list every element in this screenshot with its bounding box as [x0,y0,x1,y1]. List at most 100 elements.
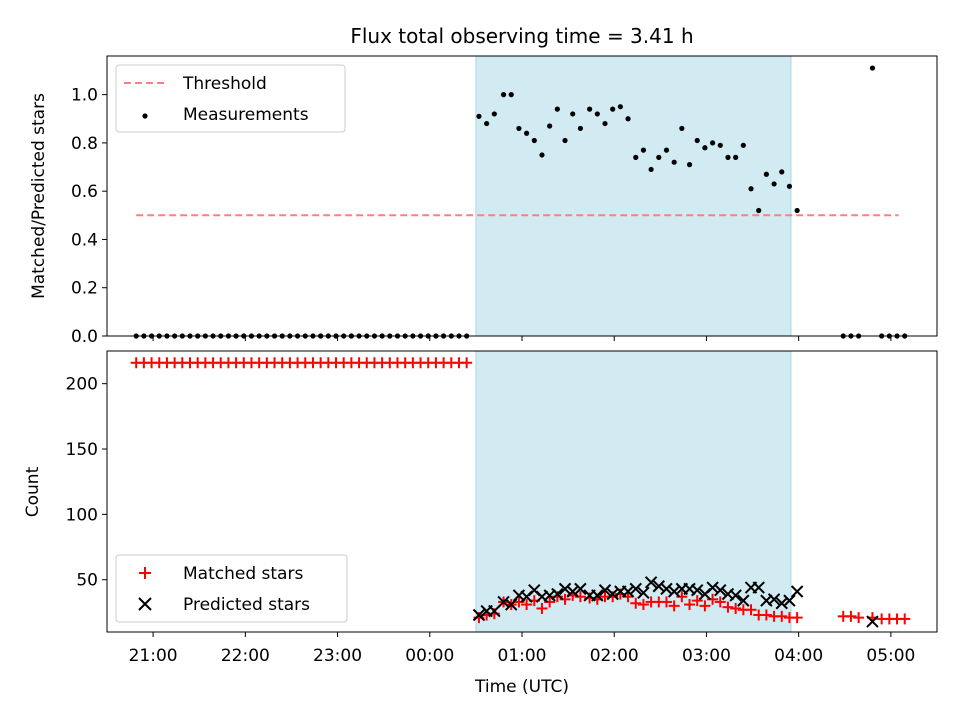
matched-star-point [691,595,703,607]
measurement-point [748,186,754,192]
predicted-star-point [714,583,727,597]
matched-star-point [637,599,649,611]
top-panel: Flux total observing time = 3.41 h 0.0 0.… [29,24,938,347]
bottom-x-axis-label: Time (UTC) [474,677,569,697]
measurement-point [491,111,497,117]
bottom-legend-box [115,554,348,623]
top-y-axis-ticks: 0.0 0.2 0.4 0.6 0.8 1.0 [71,86,107,347]
matched-star-point [745,604,757,616]
measurement-point [602,120,608,127]
matched-star-point [668,600,680,612]
predicted-star-point [783,594,796,607]
matched-star-point [776,610,788,622]
bottom-x-tick-label: 05:00 [866,646,915,666]
bottom-x-axis-ticks: 21:00 22:00 23:00 00:00 01:00 02:00 03:00 04:00… [129,632,915,666]
top-axes-frame [106,55,938,337]
matched-star-point [660,596,672,608]
matched-star-point [760,609,772,621]
bottom-y-tick-label: 100 [66,505,98,525]
measurement-point [577,125,584,132]
matched-star-point [461,357,473,369]
measurement-point [547,123,553,129]
predicted-star-point [752,581,765,594]
measurement-point [771,181,777,187]
bottom-x-tick-label: 00:00 [405,646,454,666]
measurement-point [531,137,537,144]
measurement-point [869,65,876,71]
matched-star-point [521,599,533,611]
predicted-star-point [652,580,666,593]
top-y-tick-label: 0.2 [71,279,98,299]
bottom-x-tick-label: 03:00 [682,646,731,666]
matched-star-point [536,602,548,614]
legend-threshold-label: Threshold [182,74,267,94]
legend-measurements-swatch [142,113,148,119]
predicted-star-point [497,595,510,609]
measurement-point [671,159,677,165]
measurement-point [756,207,762,214]
predicted-star-point [660,582,673,596]
legend-predicted-label: Predicted stars [183,595,310,615]
measurement-point [717,142,723,148]
predicted-star-point [566,585,579,598]
bottom-x-tick-label: 01:00 [498,646,547,666]
top-chart-title: Flux total observing time = 3.41 h [350,24,693,48]
measurement-point [516,125,522,132]
measurement-point [763,171,769,177]
measurement-point [733,154,739,160]
predicted-star-point [488,604,501,618]
top-y-tick-label: 0.6 [71,182,98,202]
predicted-star-point [629,582,642,596]
bottom-y-axis-label: Count [23,466,43,517]
measurement-point [779,169,785,175]
measurement-point [610,106,616,112]
predicted-star-point [637,586,650,599]
predicted-stars-series [472,576,879,628]
matched-star-point [699,600,711,612]
measurement-point [648,166,654,173]
measurement-point [539,152,545,158]
measurement-point [786,183,793,189]
measurement-point [625,116,631,122]
bottom-x-tick-label: 23:00 [313,646,362,666]
matched-star-point [684,599,696,611]
matched-star-point [791,612,803,624]
predicted-star-point [598,583,612,597]
measurement-point [524,130,530,136]
bottom-x-tick-label: 22:00 [221,646,270,666]
predicted-star-point [574,582,587,596]
measurement-point [794,207,800,214]
top-legend-box [115,64,346,133]
matched-star-point [845,610,857,622]
predicted-star-point [472,608,486,622]
predicted-star-point [551,587,564,601]
matched-star-point [899,613,911,625]
legend-matched-swatch [139,567,151,579]
top-y-tick-label: 0.8 [71,134,98,154]
predicted-star-point [591,589,604,602]
bottom-y-tick-label: 50 [76,571,98,591]
predicted-star-point [737,594,750,607]
measurement-point [617,104,623,110]
predicted-star-point [775,597,788,610]
top-y-tick-label: 0.0 [71,327,98,347]
matched-star-point [630,597,642,609]
predicted-star-point [691,583,704,597]
measurement-point [656,154,662,160]
legend-measurements-label: Measurements [183,105,309,125]
top-shaded-span [475,55,792,337]
bottom-y-axis-ticks: 50 100 150 200 [66,375,107,591]
matched-star-point [853,612,865,624]
top-y-tick-label: 0.4 [71,230,98,250]
top-y-axis-label: Matched/Predicted stars [29,93,49,299]
predicted-star-point [558,582,572,596]
predicted-star-point [505,598,518,611]
predicted-star-point [667,585,681,598]
measurement-point [476,113,482,119]
measurement-point [484,120,490,127]
measurement-point [594,111,600,117]
matched-star-point [730,602,742,614]
predicted-star-point [767,593,781,606]
top-x-axis-ticks [152,336,892,341]
